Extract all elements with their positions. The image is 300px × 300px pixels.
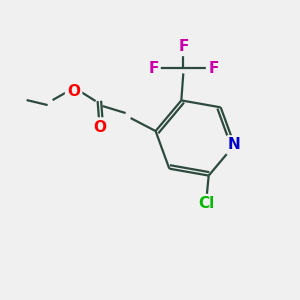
Text: F: F xyxy=(208,61,218,76)
Text: O: O xyxy=(93,120,106,135)
Text: N: N xyxy=(228,137,241,152)
Text: Cl: Cl xyxy=(199,196,215,211)
Text: O: O xyxy=(67,84,80,99)
Text: F: F xyxy=(148,61,158,76)
Text: F: F xyxy=(178,39,188,54)
